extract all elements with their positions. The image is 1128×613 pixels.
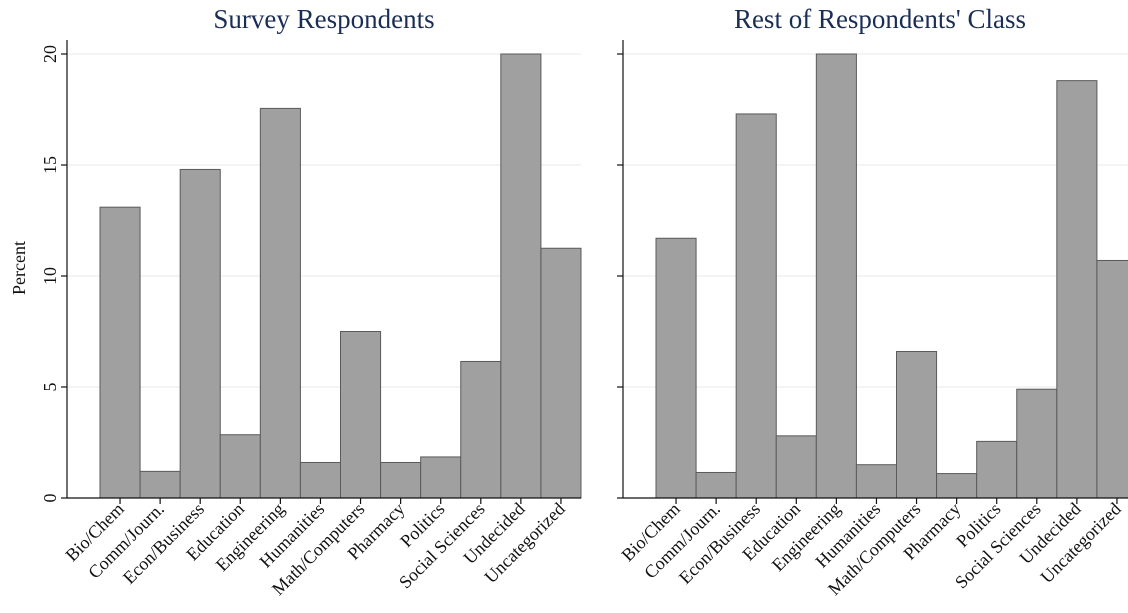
panel-title: Rest of Respondents' Class	[734, 4, 1026, 34]
bar	[299, 461, 341, 499]
bar	[815, 53, 857, 499]
bar	[775, 435, 817, 499]
y-tick-label: 20	[40, 45, 60, 63]
bar	[695, 471, 737, 499]
panel-title: Survey Respondents	[213, 4, 434, 34]
y-tick-label: 10	[40, 267, 60, 285]
bar	[219, 434, 261, 499]
bar	[735, 113, 777, 499]
bar	[139, 470, 181, 499]
bar	[420, 456, 462, 499]
bar	[99, 206, 141, 499]
bar	[500, 53, 542, 499]
bar	[855, 464, 898, 499]
bar	[896, 350, 938, 499]
y-tick-label: 0	[40, 494, 60, 503]
panel-left: Survey Respondents Percent 05101520Bio/C…	[9, 4, 582, 599]
bar	[1096, 259, 1128, 499]
bar	[380, 461, 422, 499]
y-tick-label: 5	[40, 383, 60, 392]
y-tick-label: 15	[40, 156, 60, 174]
bar	[976, 440, 1018, 499]
y-axis-label: Percent	[9, 241, 29, 295]
bar	[540, 247, 582, 499]
bar	[259, 107, 301, 499]
bar	[179, 168, 221, 499]
bar	[1016, 388, 1058, 499]
bar	[460, 360, 502, 499]
panel-right: Rest of Respondents' Class Bio/ChemComm/…	[617, 4, 1128, 599]
bar	[1056, 80, 1098, 499]
bar	[936, 473, 978, 499]
bar	[655, 237, 697, 499]
bar	[340, 331, 382, 499]
